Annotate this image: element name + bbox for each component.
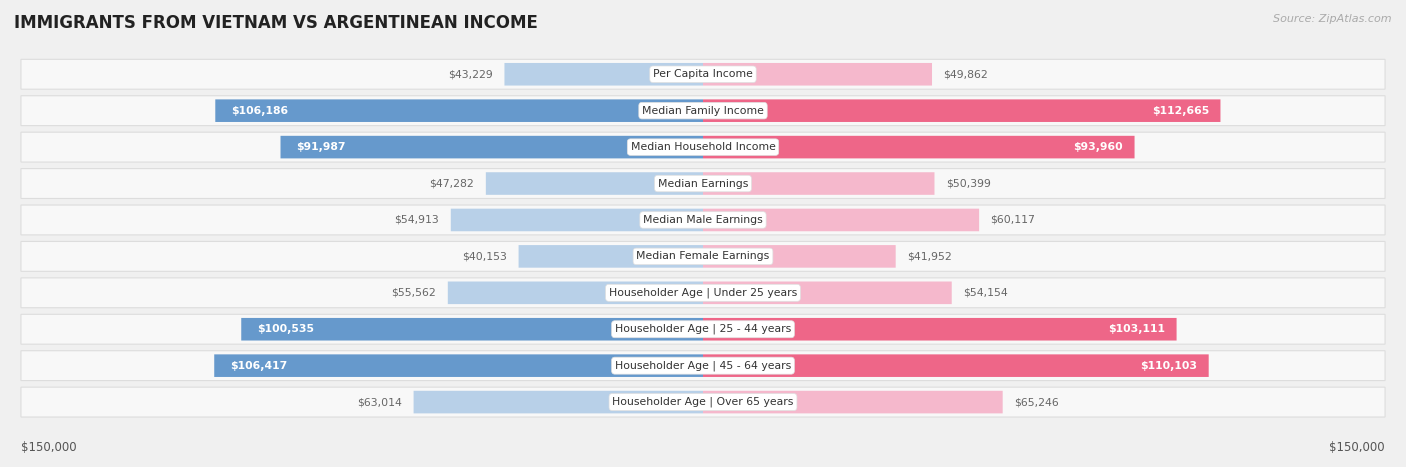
FancyBboxPatch shape <box>703 63 932 85</box>
FancyBboxPatch shape <box>519 245 703 268</box>
Text: $43,229: $43,229 <box>449 69 494 79</box>
Text: Median Earnings: Median Earnings <box>658 178 748 189</box>
Text: $150,000: $150,000 <box>1330 441 1385 454</box>
FancyBboxPatch shape <box>21 59 1385 89</box>
Text: Median Male Earnings: Median Male Earnings <box>643 215 763 225</box>
FancyBboxPatch shape <box>413 391 703 413</box>
Text: $91,987: $91,987 <box>297 142 346 152</box>
FancyBboxPatch shape <box>21 241 1385 271</box>
FancyBboxPatch shape <box>486 172 703 195</box>
Text: IMMIGRANTS FROM VIETNAM VS ARGENTINEAN INCOME: IMMIGRANTS FROM VIETNAM VS ARGENTINEAN I… <box>14 14 538 32</box>
Text: $150,000: $150,000 <box>21 441 76 454</box>
Text: Householder Age | Over 65 years: Householder Age | Over 65 years <box>612 397 794 407</box>
Text: $100,535: $100,535 <box>257 324 315 334</box>
Text: $50,399: $50,399 <box>946 178 991 189</box>
FancyBboxPatch shape <box>21 351 1385 381</box>
FancyBboxPatch shape <box>21 278 1385 308</box>
FancyBboxPatch shape <box>451 209 703 231</box>
FancyBboxPatch shape <box>21 387 1385 417</box>
Text: $40,153: $40,153 <box>463 251 508 262</box>
FancyBboxPatch shape <box>21 96 1385 126</box>
Text: $93,960: $93,960 <box>1073 142 1123 152</box>
FancyBboxPatch shape <box>703 282 952 304</box>
FancyBboxPatch shape <box>215 99 703 122</box>
FancyBboxPatch shape <box>21 169 1385 198</box>
Text: $49,862: $49,862 <box>943 69 988 79</box>
Text: Median Household Income: Median Household Income <box>630 142 776 152</box>
FancyBboxPatch shape <box>703 172 935 195</box>
FancyBboxPatch shape <box>242 318 703 340</box>
Text: $65,246: $65,246 <box>1014 397 1059 407</box>
FancyBboxPatch shape <box>703 245 896 268</box>
Text: $112,665: $112,665 <box>1152 106 1209 116</box>
Text: $47,282: $47,282 <box>430 178 474 189</box>
FancyBboxPatch shape <box>703 99 1220 122</box>
FancyBboxPatch shape <box>703 354 1209 377</box>
Text: $60,117: $60,117 <box>991 215 1035 225</box>
Text: Median Family Income: Median Family Income <box>643 106 763 116</box>
FancyBboxPatch shape <box>703 136 1135 158</box>
Text: $106,417: $106,417 <box>231 361 288 371</box>
Text: Per Capita Income: Per Capita Income <box>652 69 754 79</box>
Text: Householder Age | Under 25 years: Householder Age | Under 25 years <box>609 288 797 298</box>
Text: Source: ZipAtlas.com: Source: ZipAtlas.com <box>1274 14 1392 24</box>
Text: Householder Age | 45 - 64 years: Householder Age | 45 - 64 years <box>614 361 792 371</box>
FancyBboxPatch shape <box>703 209 979 231</box>
FancyBboxPatch shape <box>21 205 1385 235</box>
Text: $54,913: $54,913 <box>395 215 439 225</box>
Text: $55,562: $55,562 <box>392 288 436 298</box>
FancyBboxPatch shape <box>21 132 1385 162</box>
FancyBboxPatch shape <box>447 282 703 304</box>
Text: Median Female Earnings: Median Female Earnings <box>637 251 769 262</box>
Text: $54,154: $54,154 <box>963 288 1008 298</box>
FancyBboxPatch shape <box>703 391 1002 413</box>
FancyBboxPatch shape <box>214 354 703 377</box>
FancyBboxPatch shape <box>21 314 1385 344</box>
Text: Householder Age | 25 - 44 years: Householder Age | 25 - 44 years <box>614 324 792 334</box>
Text: $63,014: $63,014 <box>357 397 402 407</box>
FancyBboxPatch shape <box>505 63 703 85</box>
Text: $106,186: $106,186 <box>232 106 288 116</box>
Text: $110,103: $110,103 <box>1140 361 1198 371</box>
Text: $41,952: $41,952 <box>907 251 952 262</box>
FancyBboxPatch shape <box>703 318 1177 340</box>
FancyBboxPatch shape <box>281 136 703 158</box>
Text: $103,111: $103,111 <box>1108 324 1166 334</box>
